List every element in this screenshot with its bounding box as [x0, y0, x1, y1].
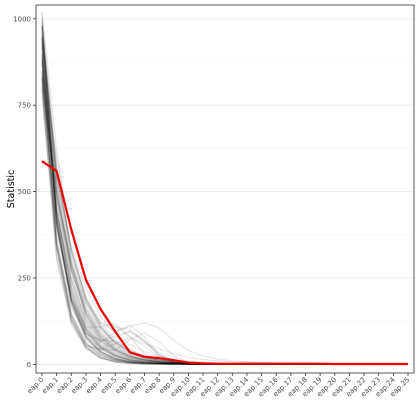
y-axis-title: Statistic — [6, 170, 17, 208]
y-tick-label: 1000 — [13, 15, 31, 23]
y-axis: 0 250 500 750 1000 — [13, 15, 36, 369]
highlight-series-line — [41, 160, 408, 366]
y-tick-label: 750 — [18, 102, 31, 110]
y-tick-label: 500 — [18, 188, 31, 196]
panel-border — [35, 4, 415, 374]
x-axis: eap.0eap.1eap.2eap.3eap.4eap.5eap.6eap.7… — [26, 373, 411, 399]
grid-lines — [36, 18, 414, 365]
highlight-series-group — [41, 160, 408, 366]
y-tick-label: 250 — [18, 274, 31, 282]
y-tick-label: 0 — [27, 361, 31, 369]
